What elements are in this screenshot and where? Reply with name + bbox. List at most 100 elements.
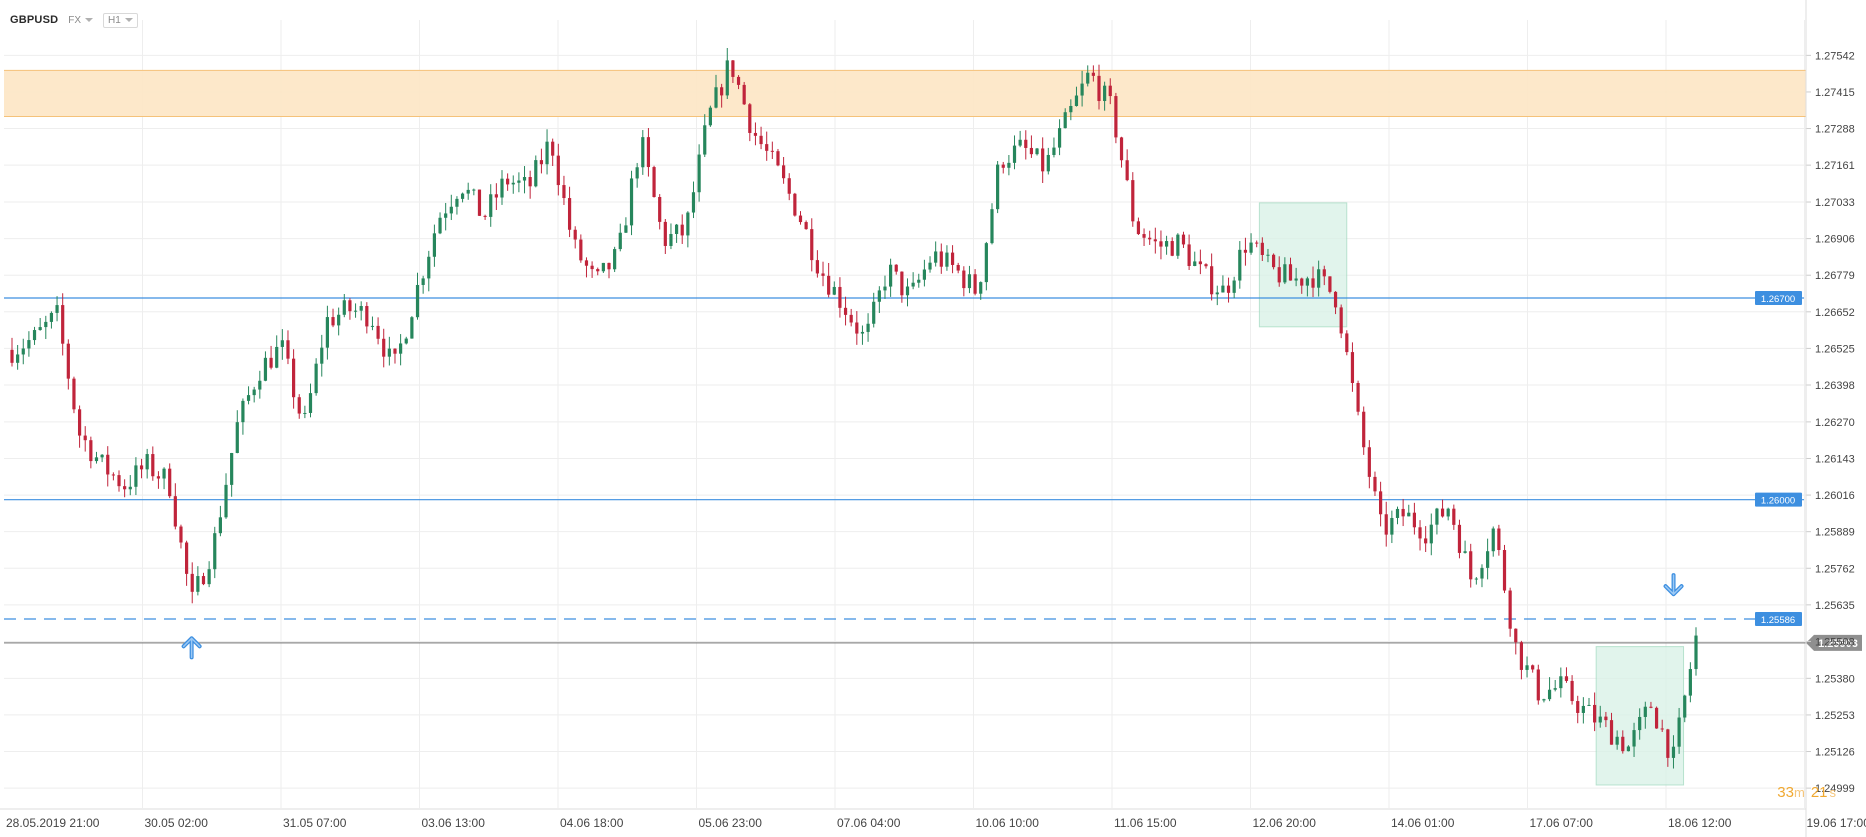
candle-body <box>522 177 527 181</box>
candle <box>843 296 848 326</box>
level-tag: 1.26700 <box>1755 290 1802 305</box>
candle <box>1440 499 1445 518</box>
current-price-tag-bg <box>1806 634 1862 651</box>
candle-body <box>793 193 797 216</box>
candle <box>618 223 622 252</box>
candle-body <box>872 301 876 324</box>
candle <box>1480 564 1484 588</box>
candle <box>1074 86 1079 107</box>
candle-body <box>1654 707 1659 729</box>
y-tick-label: 1.26652 <box>1815 307 1855 319</box>
candle-body <box>1429 524 1433 544</box>
candle-body <box>460 193 465 199</box>
candle-body <box>1519 642 1524 670</box>
candle-body <box>646 137 651 168</box>
candle-body <box>821 273 825 276</box>
candle <box>427 250 431 292</box>
candle-body <box>1198 261 1202 265</box>
candle-body <box>1215 292 1219 295</box>
candle-body <box>134 465 138 487</box>
candle <box>308 383 313 418</box>
x-tick-label: 10.06 10:00 <box>976 816 1040 830</box>
candle <box>1626 745 1631 752</box>
candle-body <box>1221 285 1225 293</box>
candle <box>641 130 645 175</box>
candle-body <box>1193 261 1197 266</box>
market-selector[interactable]: FX <box>68 15 94 26</box>
y-tick-label: 1.26143 <box>1815 453 1855 465</box>
candle <box>72 376 76 414</box>
candle-body <box>494 194 498 198</box>
y-tick-label: 1.25508 <box>1815 636 1855 648</box>
candle <box>1226 277 1231 303</box>
candle <box>1198 249 1202 275</box>
candle <box>663 219 667 255</box>
candle <box>241 398 245 435</box>
candle <box>691 181 696 219</box>
candle-body <box>1604 716 1608 721</box>
candle-body <box>438 217 442 234</box>
candle <box>1035 147 1039 156</box>
x-tick-label: 11.06 15:00 <box>1114 816 1177 830</box>
candle-body <box>1288 264 1293 281</box>
candle <box>1547 677 1552 702</box>
candle-body <box>652 167 656 198</box>
symbol-label[interactable]: GBPUSD <box>10 14 59 26</box>
candle-body <box>613 249 617 270</box>
candle-body <box>1671 746 1676 758</box>
candle-body <box>781 165 786 179</box>
candle-body <box>956 264 960 271</box>
candle <box>787 173 791 201</box>
candle <box>996 161 1000 214</box>
y-tick-label: 1.26906 <box>1815 234 1855 246</box>
candle <box>196 566 200 596</box>
candle-body <box>1170 241 1174 256</box>
candle-body <box>562 185 566 199</box>
candle <box>331 308 335 328</box>
candle <box>1621 730 1625 754</box>
candle <box>686 211 690 248</box>
candle-body <box>573 229 577 240</box>
candle <box>1694 627 1698 676</box>
candle <box>320 334 324 377</box>
candle <box>1531 664 1535 673</box>
candle-body <box>1457 524 1462 553</box>
candle-body <box>765 144 769 151</box>
candle <box>815 250 819 278</box>
candle-body <box>748 104 752 133</box>
time-axis[interactable]: 28.05.2019 21:00 30.05 02:00 31.05 07:00 03… <box>0 808 1866 830</box>
candle-body <box>1086 72 1090 84</box>
candle <box>500 170 504 205</box>
candle <box>629 170 634 236</box>
candle <box>83 426 87 452</box>
highlight-boxes <box>1258 202 1685 786</box>
candle-body <box>1266 254 1270 256</box>
candle-body <box>1547 689 1552 700</box>
candle-body <box>348 300 352 312</box>
candle-body <box>1317 269 1321 288</box>
resistance-zone-fill <box>4 70 1806 117</box>
candle-body <box>213 533 217 570</box>
candle <box>1103 81 1107 111</box>
price-axis[interactable]: 1.27542 1.27415 1.27288 1.27161 1.27033 1.269… <box>1805 0 1855 837</box>
candle <box>1677 707 1681 754</box>
candle-body <box>1187 244 1191 266</box>
candle <box>522 166 527 194</box>
candle <box>539 148 544 174</box>
x-tick-label: 07.06 04:00 <box>837 816 901 830</box>
candle-body <box>714 87 718 108</box>
candle <box>1136 217 1141 235</box>
candle <box>61 293 65 356</box>
candle-body <box>286 340 290 359</box>
candle-body <box>973 274 977 294</box>
candle-body <box>235 422 239 453</box>
candle-body <box>1153 239 1157 242</box>
candle-body <box>725 60 729 96</box>
candle <box>1018 130 1022 148</box>
grid <box>4 20 1806 808</box>
timeframe-selector[interactable]: H1 <box>103 12 138 28</box>
candle <box>669 223 673 250</box>
candle <box>1153 227 1157 254</box>
candle <box>922 259 927 287</box>
